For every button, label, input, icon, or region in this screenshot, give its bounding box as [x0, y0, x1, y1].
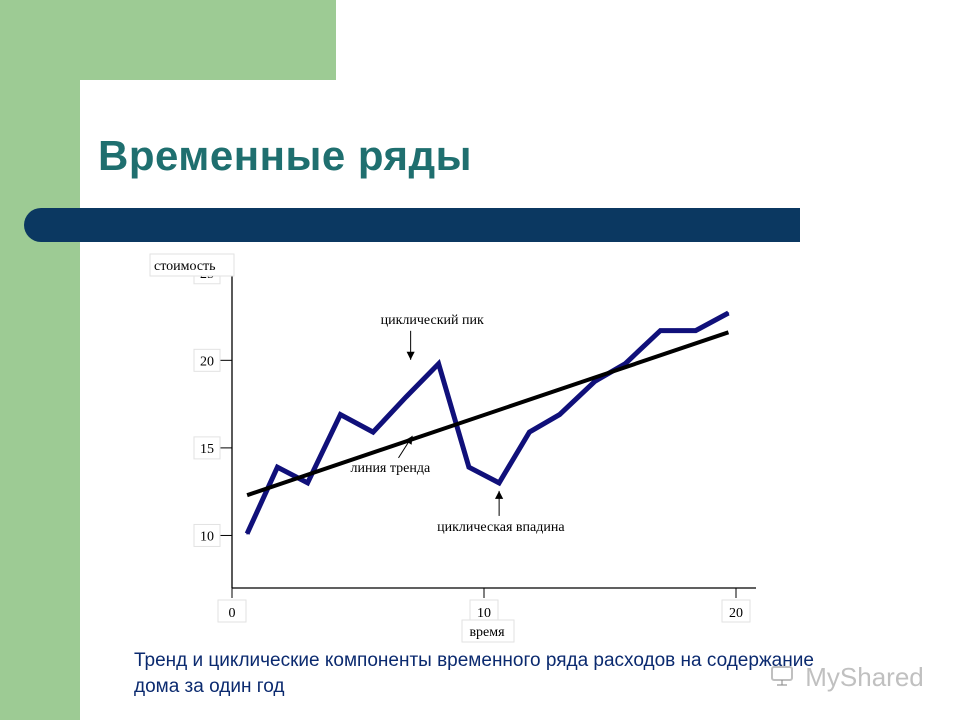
annotation-trough-arrow-head: [495, 490, 504, 499]
annotation-peak-arrow-head: [406, 351, 415, 360]
background-green-top: [0, 0, 336, 80]
line-chart: 1015202501020стоимостьвремяциклический п…: [149, 253, 756, 643]
title-bar: [24, 208, 800, 242]
x-axis-label: время: [469, 625, 505, 640]
data-point: [727, 312, 730, 314]
data-point: [437, 363, 440, 365]
y-axis-label-box: [149, 253, 235, 277]
y-tick-label-box: [193, 523, 221, 547]
y-tick-label: 20: [200, 354, 214, 369]
data-point: [694, 329, 697, 332]
slide-title: Временные ряды: [98, 132, 472, 179]
slide-caption: Тренд и циклические компоненты временног…: [134, 650, 814, 697]
x-tick-label-box: [217, 599, 247, 623]
data-point: [306, 482, 309, 484]
series-line: [244, 310, 730, 535]
background-green-left: [0, 0, 80, 720]
annotation-trend-label: линия тренда: [350, 461, 431, 476]
data-point: [372, 431, 374, 433]
watermark: MyShared: [770, 662, 930, 692]
trend-line: [246, 330, 730, 498]
annotation-peak-label: циклический пик: [381, 313, 484, 328]
data-point: [276, 466, 279, 468]
y-axis-label: стоимость: [154, 259, 216, 274]
annotation-trough-label: циклическая впадина: [437, 520, 565, 535]
presentation-icon: [770, 664, 794, 695]
data-point: [624, 363, 626, 365]
data-point: [498, 482, 500, 484]
data-point: [405, 396, 407, 398]
x-tick-label: 10: [477, 606, 491, 621]
data-point: [468, 466, 470, 468]
data-point: [528, 431, 531, 433]
data-point: [594, 380, 596, 383]
x-tick-label-box: [721, 599, 751, 623]
y-tick-label: 15: [200, 442, 214, 457]
x-tick-label: 20: [729, 606, 743, 621]
x-axis-label-box: [461, 619, 515, 643]
y-tick-label: 10: [200, 529, 214, 544]
watermark-text: MyShared: [805, 662, 924, 692]
x-tick-label: 0: [229, 606, 236, 621]
annotation-trend-arrow-head: [404, 435, 413, 445]
data-point: [558, 413, 561, 416]
data-point: [659, 329, 662, 332]
data-point: [339, 413, 342, 416]
y-tick-label-box: [193, 348, 221, 372]
data-point: [246, 532, 248, 535]
y-tick-label-box: [193, 436, 221, 460]
